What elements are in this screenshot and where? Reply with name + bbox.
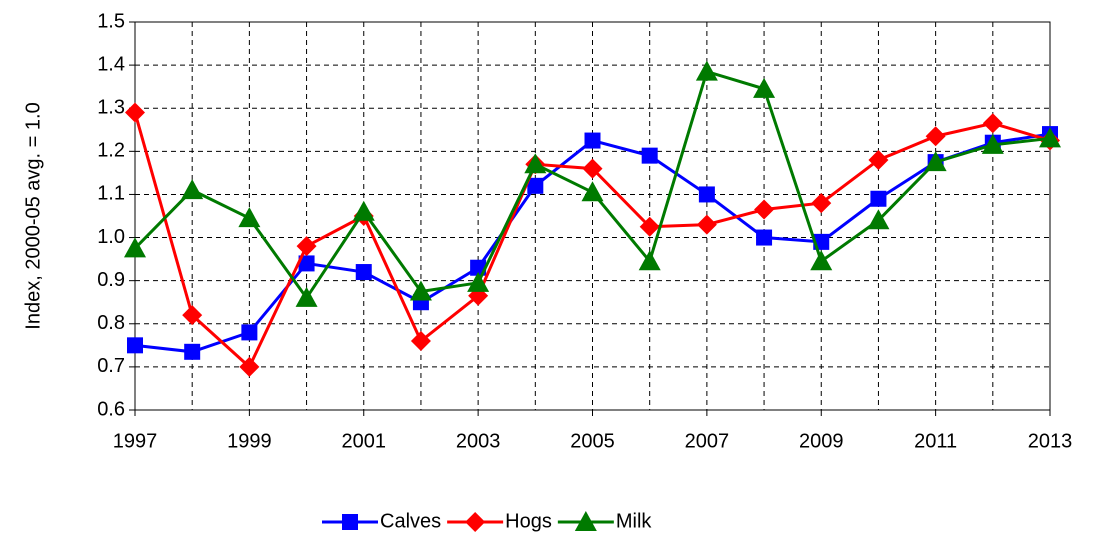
data-point	[527, 177, 544, 194]
data-point	[924, 151, 947, 172]
x-tick-label: 1997	[113, 430, 158, 452]
y-tick-label: 1.3	[97, 97, 125, 119]
y-tick-label: 0.8	[97, 312, 125, 334]
data-point	[639, 216, 660, 237]
data-point	[581, 181, 604, 202]
data-point	[753, 77, 776, 98]
data-point	[127, 337, 143, 354]
legend-label: Calves	[380, 510, 441, 532]
data-point	[238, 207, 261, 228]
legend-marker	[574, 511, 597, 531]
legend-label: Milk	[616, 510, 653, 532]
x-tick-label: 2007	[685, 430, 730, 452]
x-tick-label: 2013	[1028, 430, 1073, 452]
data-point	[582, 158, 603, 179]
y-tick-label: 0.6	[97, 398, 125, 420]
y-tick-label: 1.5	[97, 10, 125, 32]
legend-marker	[465, 512, 486, 532]
data-point	[184, 343, 201, 360]
data-point	[870, 190, 887, 207]
y-tick-label: 0.7	[97, 355, 125, 377]
data-point	[409, 280, 432, 301]
data-point	[698, 186, 715, 203]
plot-frame	[134, 21, 1051, 411]
y-tick-label: 1.4	[97, 53, 125, 75]
y-tick-label: 0.9	[97, 269, 125, 291]
data-point	[696, 214, 717, 235]
data-point	[1039, 127, 1061, 148]
y-axis-label: Index, 2000-05 avg. = 1.0	[22, 102, 44, 329]
data-point	[754, 199, 775, 220]
data-point	[756, 229, 773, 246]
data-point	[638, 250, 661, 271]
data-point	[695, 60, 718, 81]
data-point	[982, 113, 1003, 134]
x-tick-label: 2001	[342, 430, 387, 452]
data-point	[467, 271, 490, 292]
data-point	[811, 193, 832, 214]
data-point	[182, 305, 203, 326]
x-tick-label: 1999	[227, 430, 272, 452]
data-point	[181, 179, 204, 200]
legend-marker	[342, 514, 358, 530]
legend-label: Hogs	[505, 510, 552, 532]
data-point	[355, 264, 372, 281]
data-point	[295, 286, 318, 307]
y-tick-label: 1.0	[97, 226, 125, 248]
x-tick-label: 2011	[914, 430, 957, 452]
x-tick-label: 2003	[456, 430, 501, 452]
y-tick-label: 1.1	[97, 183, 125, 205]
data-point	[641, 147, 658, 164]
data-point	[524, 153, 547, 174]
data-point	[239, 356, 260, 377]
data-point	[352, 200, 375, 221]
data-point	[867, 209, 890, 230]
x-tick-label: 2005	[570, 430, 615, 452]
data-point	[124, 237, 146, 258]
data-point	[410, 331, 431, 352]
x-tick-label: 2009	[799, 430, 844, 452]
data-point	[868, 149, 889, 170]
data-point	[584, 132, 601, 149]
data-point	[125, 102, 145, 123]
data-point	[925, 126, 946, 147]
data-point	[241, 324, 258, 341]
data-point	[810, 250, 833, 271]
data-point	[296, 236, 317, 257]
data-point	[298, 255, 315, 272]
y-tick-label: 1.2	[97, 140, 125, 162]
data-point	[981, 133, 1004, 154]
